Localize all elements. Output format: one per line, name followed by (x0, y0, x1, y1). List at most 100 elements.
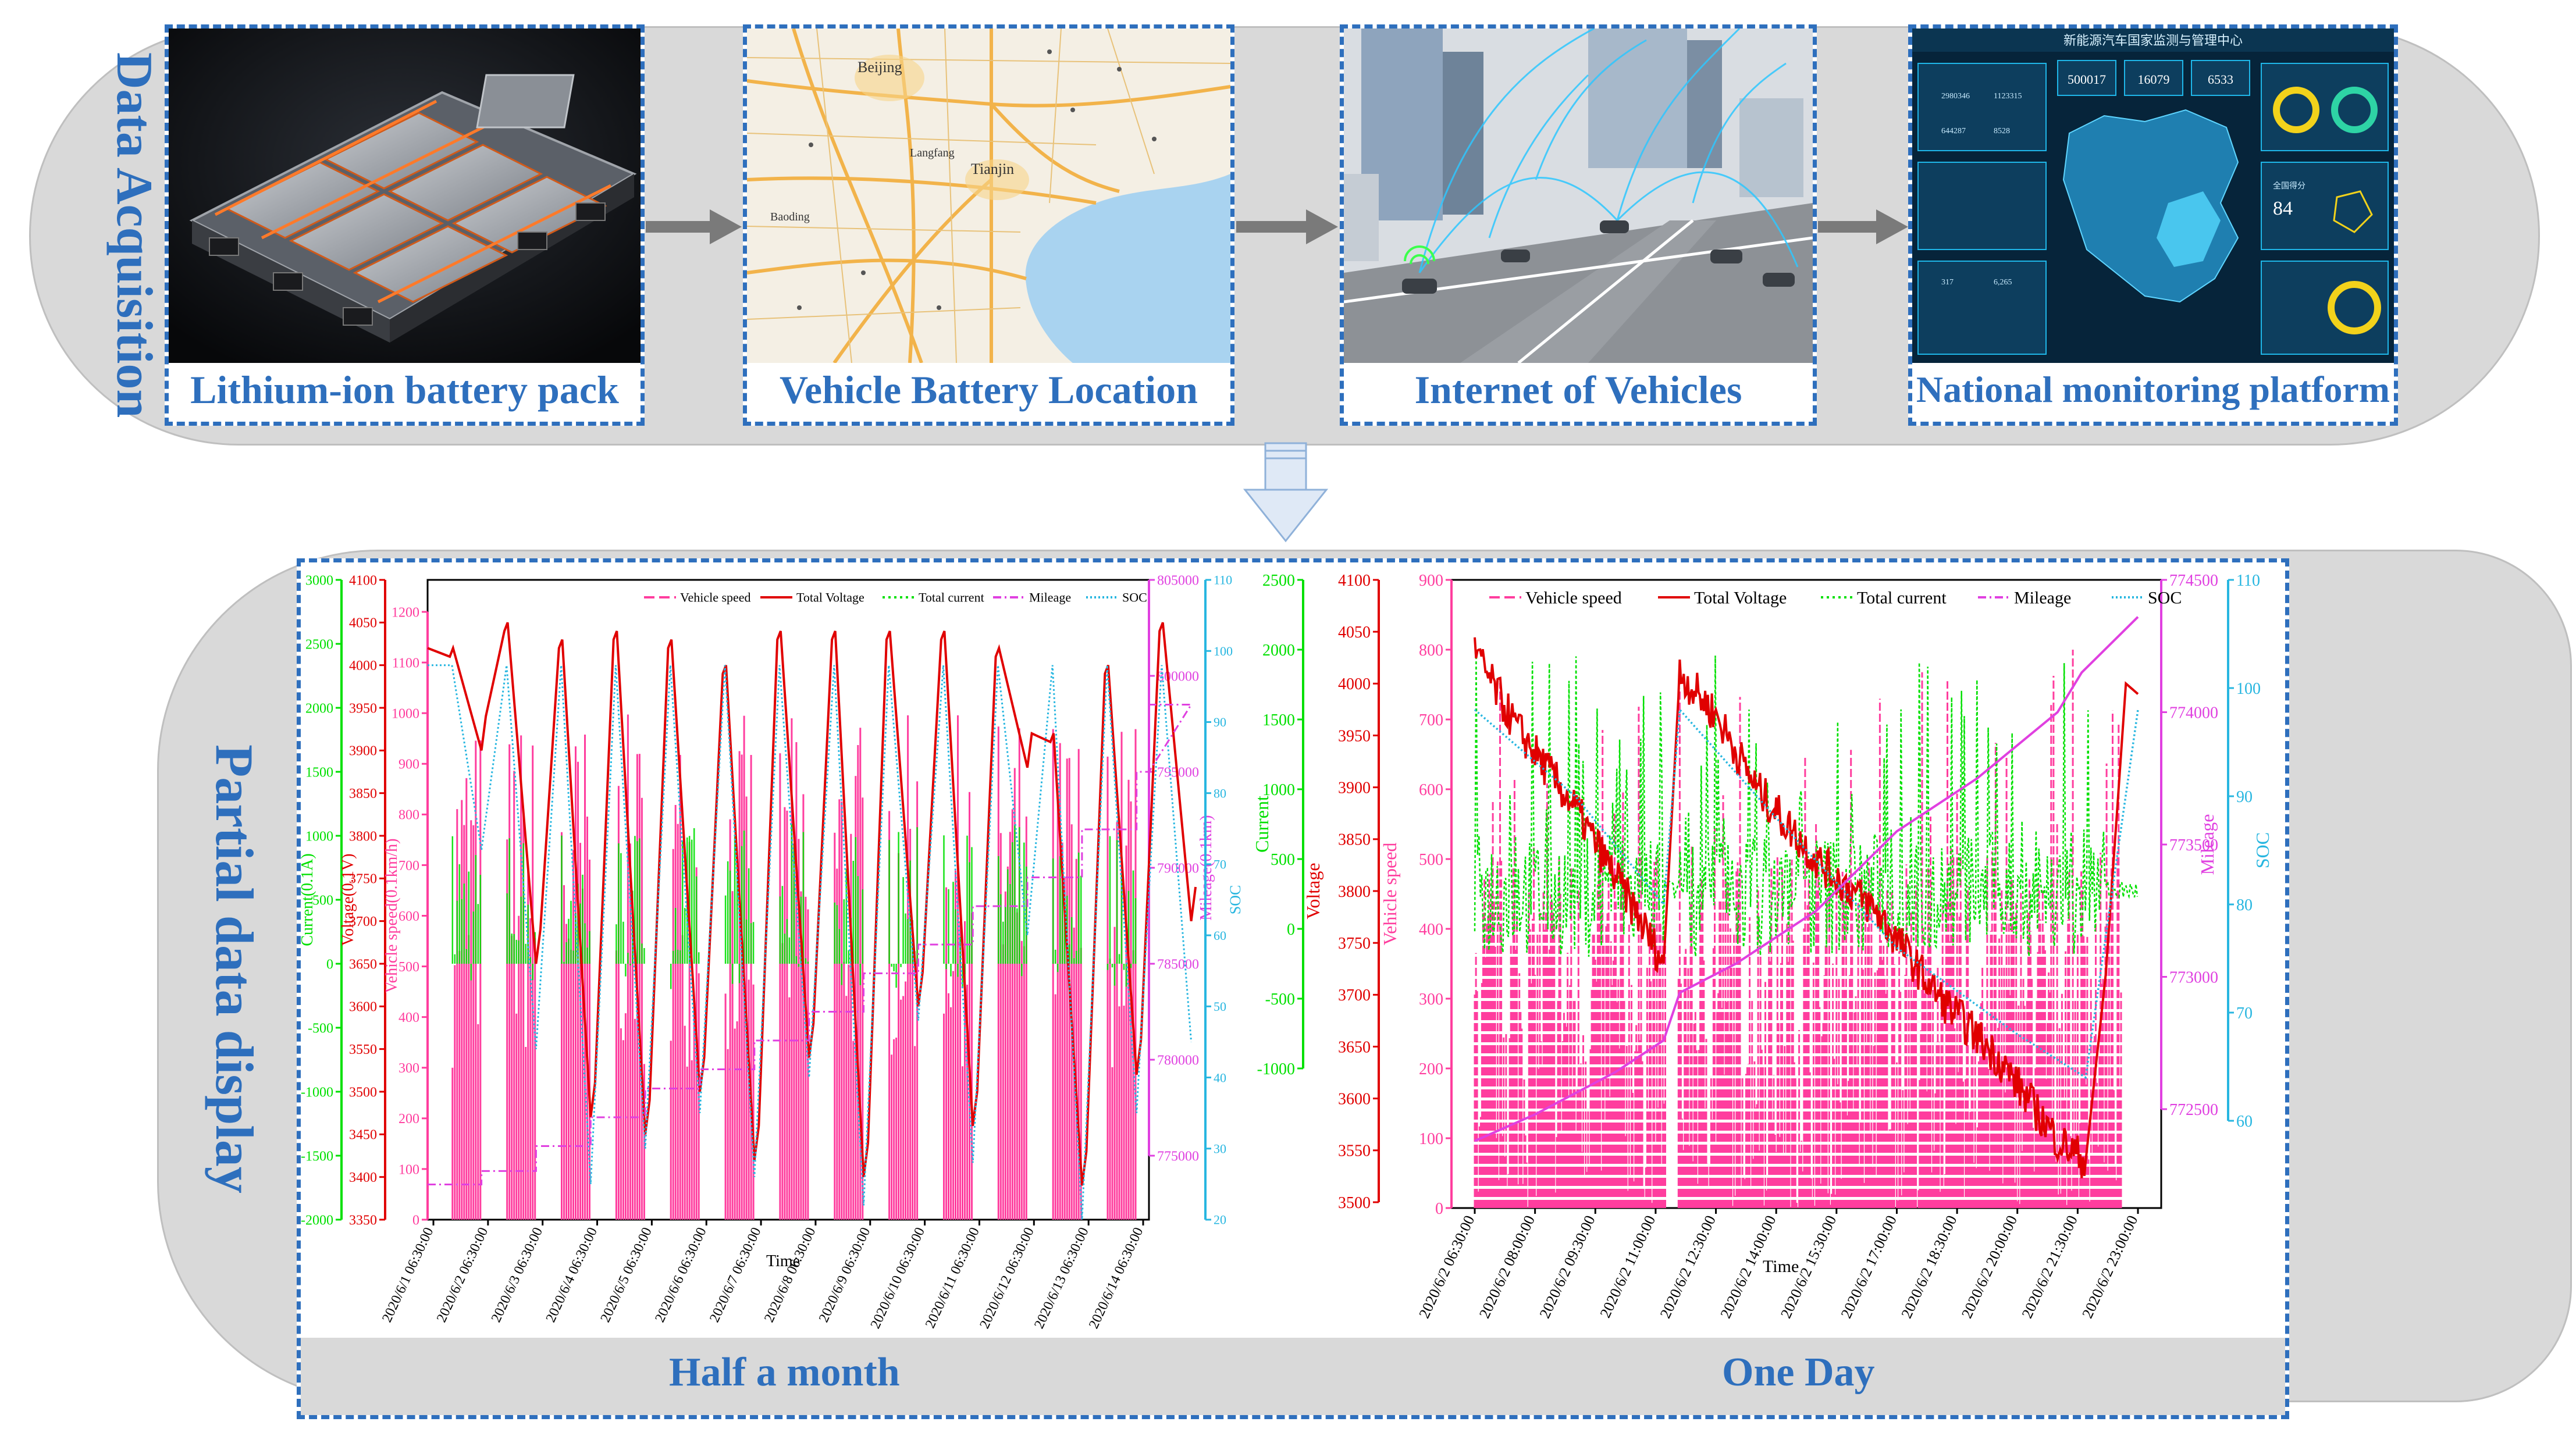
soc-series (428, 664, 1193, 1220)
arrow-right-icon (1818, 209, 1908, 244)
time-axis-tick-label: 2020/6/2 23:00:00 (2079, 1213, 2141, 1321)
time-axis-tick-label: 2020/6/3 06:30:00 (489, 1225, 546, 1325)
mileage-axis-tick-label: 774000 (2169, 704, 2218, 722)
speed-axis-tick-label: 700 (1419, 711, 1443, 729)
dashboard-count: 644287 (1941, 127, 1966, 136)
voltage-axis-tick-label: 3450 (349, 1128, 377, 1143)
current-axis-tick-label: 0 (1287, 921, 1295, 939)
time-axis-tick-label: 2020/6/2 12:30:00 (1657, 1213, 1719, 1321)
time-axis-tick-label: 2020/6/2 17:00:00 (1838, 1213, 1900, 1321)
speed-axis-tick-label: 1200 (392, 605, 419, 620)
battery-pack-caption: Lithium-ion battery pack (190, 368, 619, 412)
legend-label: Total Voltage (796, 590, 864, 605)
voltage-axis-tick-label: 4050 (1338, 623, 1371, 642)
legend-label: Vehicle speed (680, 590, 751, 605)
voltage-axis-tick-label: 3500 (1338, 1194, 1371, 1212)
current-axis-tick-label: 3000 (305, 573, 333, 588)
legend-label: SOC (2148, 589, 2182, 608)
voltage-axis-tick-label: 4000 (349, 658, 377, 674)
speed-axis-tick-label: 600 (399, 909, 419, 924)
soc-axis-tick-label: 60 (2236, 1113, 2253, 1131)
voltage-axis-tick-label: 3800 (349, 829, 377, 844)
voltage-axis-tick-label: 3950 (349, 701, 377, 716)
speed-axis-tick-label: 800 (399, 808, 419, 823)
soc-axis-tick-label: 100 (1214, 644, 1233, 658)
current-axis-label: Current (1251, 796, 1272, 853)
time-axis-tick-label: 2020/6/12 06:30:00 (977, 1225, 1037, 1331)
current-axis-tick-label: 0 (326, 957, 333, 972)
voltage-axis-tick-label: 4000 (1338, 675, 1371, 693)
time-axis-tick-label: 2020/6/11 06:30:00 (923, 1225, 983, 1331)
mileage-series (1474, 616, 2139, 1142)
mileage-axis-tick-label: 772500 (2169, 1101, 2218, 1119)
map-label-baoding: Baoding (770, 211, 810, 223)
voltage-axis-tick-label: 3700 (349, 914, 377, 929)
soc-axis-tick-label: 20 (1214, 1213, 1226, 1227)
arrow-right-icon (646, 209, 742, 244)
time-axis-tick-label: 2020/6/2 08:00:00 (1476, 1213, 1538, 1321)
soc-axis-tick-label: 30 (1214, 1141, 1226, 1156)
current-axis-tick-label: 2000 (305, 701, 333, 716)
internet-of-vehicles-panel: Internet of Vehicles (1340, 24, 1817, 426)
speed-axis-tick-label: 100 (399, 1162, 419, 1177)
speed-axis-tick-label: 900 (399, 757, 419, 772)
speed-axis-tick-label: 1100 (392, 655, 419, 671)
monitoring-platform-panel: 新能源汽车国家监测与管理中心 500017 16079 6533 2980346… (1908, 24, 2398, 426)
voltage-axis-tick-label: 3950 (1338, 727, 1371, 745)
battery-location-caption: Vehicle Battery Location (780, 368, 1198, 412)
soc-axis-label: SOC (1227, 885, 1244, 915)
mileage-series (428, 704, 1193, 1185)
time-axis-tick-label: 2020/6/7 06:30:00 (707, 1225, 764, 1325)
current-axis-tick-label: 500 (312, 893, 333, 908)
voltage-axis-tick-label: 3750 (1338, 935, 1371, 953)
dashboard-count: 1123315 (1994, 92, 2022, 101)
dashboard-count: 2980346 (1941, 92, 1970, 101)
soc-axis-tick-label: 80 (2236, 896, 2253, 914)
soc-axis-tick-label: 60 (1214, 928, 1226, 943)
time-axis-tick-label: 2020/6/4 06:30:00 (543, 1225, 600, 1325)
time-axis-tick-label: 2020/6/14 06:30:00 (1086, 1225, 1146, 1331)
voltage-axis-tick-label: 3750 (349, 872, 377, 887)
speed-axis-tick-label: 400 (399, 1010, 419, 1025)
mileage-axis-tick-label: 780000 (1157, 1053, 1199, 1068)
speed-axis-tick-label: 200 (1419, 1060, 1443, 1078)
voltage-axis-tick-label: 3600 (349, 1000, 377, 1015)
arrow-down-icon (1243, 442, 1329, 543)
dashboard-table-value: 317 (1941, 278, 1954, 287)
legend-label: Vehicle speed (1525, 589, 1622, 608)
voltage-axis-tick-label: 4100 (349, 573, 377, 588)
voltage-axis-tick-label: 4050 (349, 616, 377, 631)
soc-axis-tick-label: 90 (2236, 788, 2253, 806)
current-axis-tick-label: -1000 (1257, 1060, 1295, 1078)
speed-axis-tick-label: 400 (1419, 921, 1443, 939)
speed-axis-tick-label: 0 (412, 1213, 419, 1228)
voltage-axis-tick-label: 3900 (1338, 779, 1371, 797)
dashboard-stat: 500017 (2068, 72, 2106, 87)
time-axis-tick-label: 2020/6/6 06:30:00 (652, 1225, 709, 1325)
arrow-right-icon (1236, 209, 1338, 244)
speed-axis-label: Vehicle speed (1379, 843, 1400, 946)
speed-axis-tick-label: 300 (399, 1061, 419, 1076)
current-axis-tick-label: 2500 (1262, 572, 1295, 590)
voltage-axis-tick-label: 3400 (349, 1170, 377, 1185)
current-series (451, 824, 1137, 989)
speed-axis-label: Vehicle speed(0.1km/h) (383, 839, 401, 993)
current-axis-tick-label: 1000 (1262, 781, 1295, 799)
speed-axis-tick-label: 500 (1419, 851, 1443, 869)
voltage-axis-tick-label: 3550 (349, 1042, 377, 1057)
internet-of-vehicles-caption: Internet of Vehicles (1414, 368, 1742, 412)
half-month-chart: 300025002000150010005000-500-1000-1500-2… (301, 573, 1244, 1331)
map-label-tianjin: Tianjin (971, 161, 1014, 177)
speed-axis-tick-label: 700 (399, 858, 419, 874)
current-axis-tick-label: -500 (308, 1021, 333, 1036)
mileage-axis-tick-label: 773000 (2169, 968, 2218, 986)
time-axis-tick-label: 2020/6/1 06:30:00 (379, 1225, 436, 1325)
speed-axis-tick-label: 600 (1419, 781, 1443, 799)
x-axis-label: Time (766, 1252, 800, 1270)
voltage-axis-tick-label: 3800 (1338, 883, 1371, 901)
dashboard-score-label: 全国得分 (2273, 181, 2305, 191)
connected-city-render (1344, 28, 1813, 363)
mileage-axis-tick-label: 785000 (1157, 957, 1199, 972)
voltage-axis-label: Voltage(0.1V) (339, 854, 357, 946)
voltage-axis-tick-label: 3500 (349, 1085, 377, 1100)
